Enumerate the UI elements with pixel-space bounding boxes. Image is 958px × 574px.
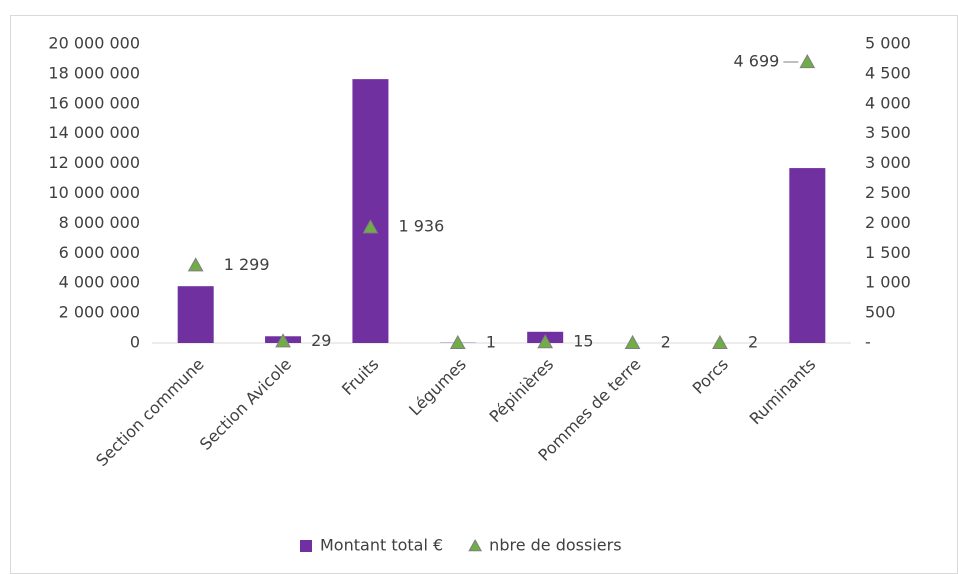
y2-tick-label: -: [865, 333, 871, 352]
y-tick-label: 20 000 000: [48, 34, 140, 53]
marker: [712, 334, 728, 349]
marker: [449, 334, 466, 350]
bar: [789, 168, 826, 343]
marker: [537, 334, 554, 349]
y-tick-label: 6 000 000: [59, 243, 140, 262]
data-label: 1 936: [398, 217, 444, 236]
y2-tick-label: 3 000: [865, 153, 911, 172]
y-tick-label: 2 000 000: [59, 303, 140, 322]
y2-tick-label: 4 500: [865, 63, 911, 82]
y2-tick-label: 2 500: [865, 183, 911, 202]
y-tick-label: 10 000 000: [48, 183, 140, 202]
y-tick-label: 4 000 000: [59, 273, 140, 292]
marker: [187, 257, 204, 272]
y2-tick-label: 500: [865, 303, 896, 322]
legend-label: nbre de dossiers: [489, 536, 621, 555]
y-tick-label: 18 000 000: [48, 63, 140, 82]
data-label: 15: [573, 332, 593, 351]
legend-swatch: [300, 540, 312, 552]
data-label: 1: [486, 332, 496, 351]
y2-tick-label: 1 500: [865, 243, 911, 262]
data-label: 1 299: [224, 255, 270, 274]
y-tick-label: 8 000 000: [59, 213, 140, 232]
bar: [352, 79, 389, 343]
y2-tick-label: 2 000: [865, 213, 911, 232]
data-label: 4 699: [734, 51, 780, 70]
marker: [362, 219, 379, 234]
legend-swatch: [468, 538, 483, 552]
y2-tick-label: 1 000: [865, 273, 911, 292]
y-tick-label: 12 000 000: [48, 153, 140, 172]
data-label: 2: [661, 332, 671, 351]
marker: [799, 53, 816, 69]
marker: [624, 334, 641, 349]
y-tick-label: 0: [130, 333, 140, 352]
y-tick-label: 16 000 000: [48, 93, 140, 112]
y-tick-label: 14 000 000: [48, 123, 140, 142]
y2-tick-label: 5 000: [865, 34, 911, 53]
legend-label: Montant total €: [320, 536, 443, 555]
data-label: 29: [311, 331, 331, 350]
data-label: 2: [748, 332, 758, 351]
marker: [275, 333, 291, 348]
y2-tick-label: 3 500: [865, 123, 911, 142]
y2-tick-label: 4 000: [865, 93, 911, 112]
bar: [177, 286, 214, 343]
